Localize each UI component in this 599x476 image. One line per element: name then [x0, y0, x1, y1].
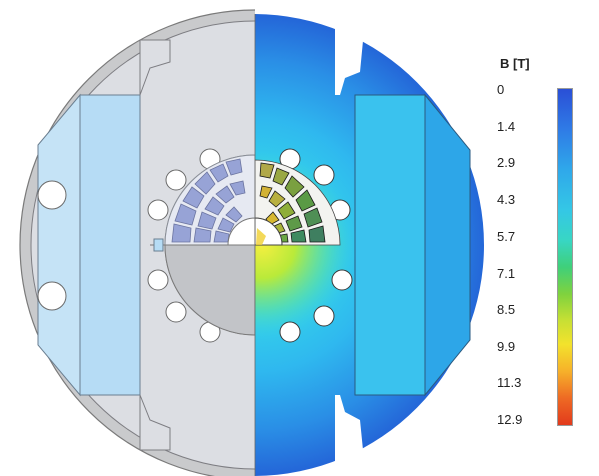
legend-tick: 0 — [497, 82, 505, 97]
yoke-hole — [37, 180, 67, 210]
pole-hole — [165, 301, 187, 323]
legend-tick: 11.3 — [497, 375, 522, 390]
field-colorbar — [557, 88, 573, 426]
pole-hole — [147, 269, 169, 291]
pole-hole — [165, 169, 187, 191]
top-notch-right — [335, 20, 365, 95]
legend-tick: 2.9 — [497, 155, 516, 170]
yoke-hole — [37, 281, 67, 311]
left-half-mechanical-model — [19, 9, 255, 476]
midplane-key — [153, 238, 164, 252]
pole-hole — [147, 199, 169, 221]
legend-tick: 5.7 — [497, 229, 516, 244]
legend-title: B [T] — [500, 56, 530, 71]
bottom-notch-right — [335, 395, 365, 470]
coil-blocks-left — [171, 158, 246, 243]
right-half-field-map — [255, 14, 485, 476]
legend-tick: 4.3 — [497, 192, 516, 207]
top-notch-left — [139, 39, 171, 96]
aperture-hot-spot — [256, 228, 266, 245]
right-pad-outer — [424, 93, 471, 397]
collar-lower — [164, 244, 255, 336]
legend-tick: 9.9 — [497, 339, 516, 354]
bottom-notch-left — [139, 394, 171, 451]
pole-hole — [279, 321, 301, 343]
left-side-pad — [79, 94, 141, 396]
right-side-pad — [354, 94, 426, 396]
legend-tick: 12.9 — [497, 412, 523, 427]
pole-hole — [313, 164, 335, 186]
pole-hole — [331, 269, 353, 291]
left-pad-outer — [37, 93, 81, 397]
pole-hole — [313, 305, 335, 327]
legend-tick: 7.1 — [497, 266, 516, 281]
legend-tick: 8.5 — [497, 302, 516, 317]
legend-tick: 1.4 — [497, 119, 516, 134]
